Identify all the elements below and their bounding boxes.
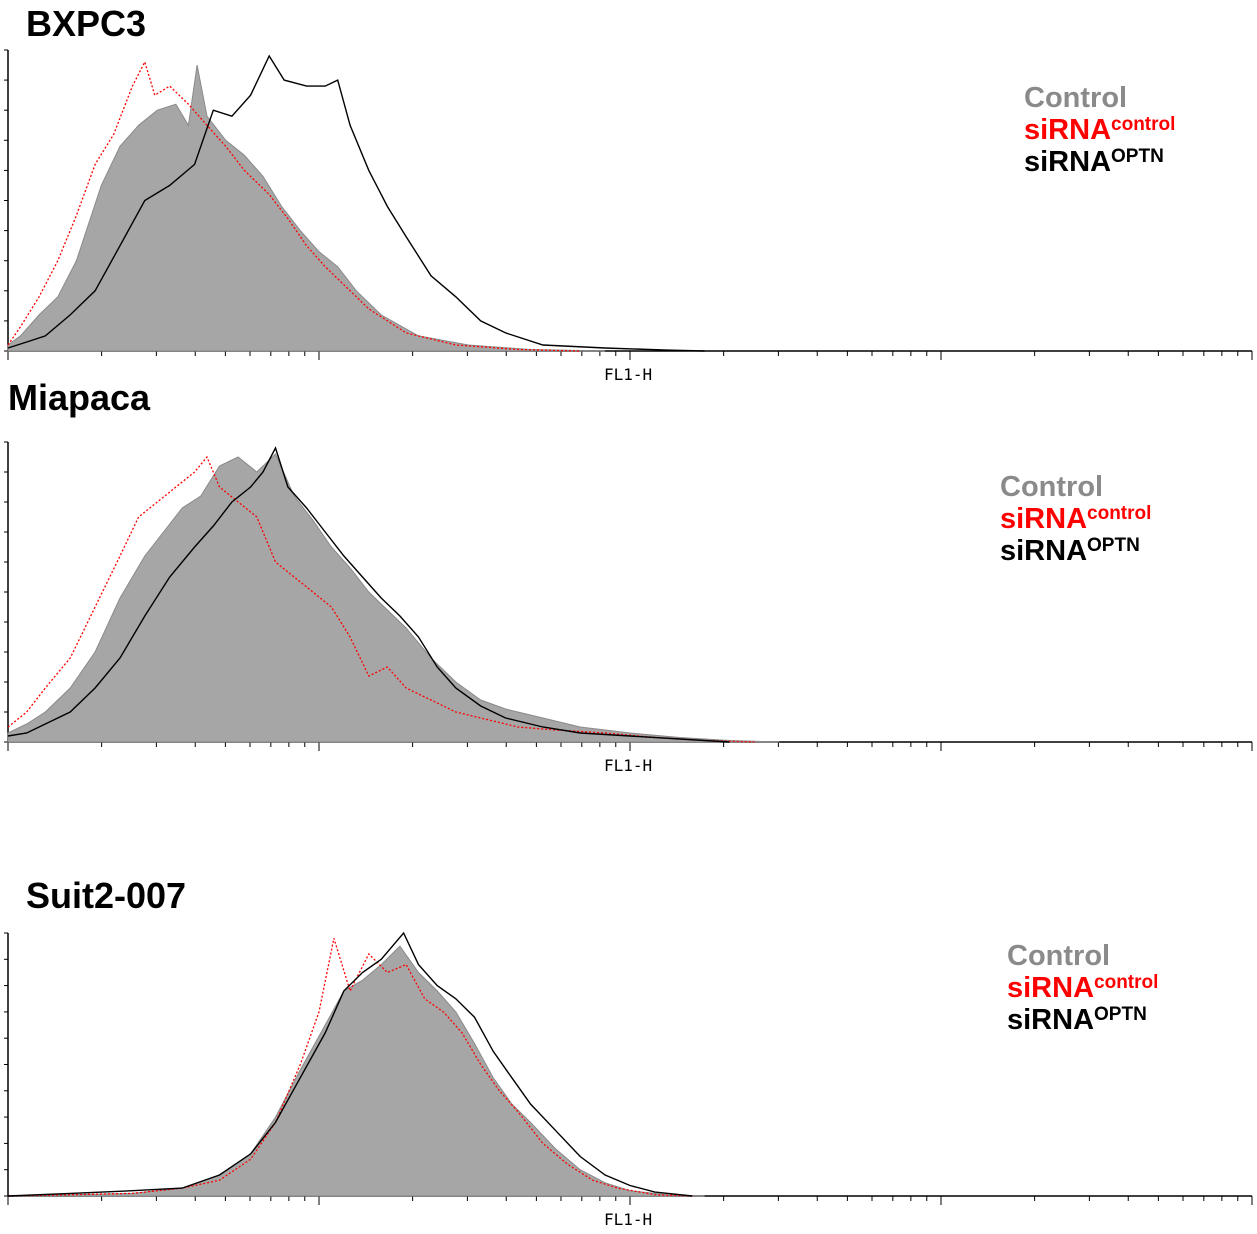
series-sirna-optn-line [7,54,705,352]
legend-entry-control: Control [1007,940,1111,972]
legend-entry-control: Control [1000,471,1104,503]
series-sirna-optn-line [7,931,693,1197]
series-control-area [7,65,606,352]
panel-title-bxpc3: BXPC3 [26,3,147,44]
legend-miapaca: Control siRNAcontrol siRNAOPTN [1000,471,1151,567]
series-sirna-control-line [7,938,693,1197]
legend-bxpc3: Control siRNAcontrol siRNAOPTN [1024,82,1175,178]
legend-entry-sirna-control: siRNAcontrol [1024,114,1176,146]
legend-entry-sirna-optn: siRNAOPTN [1000,535,1140,567]
legend-entry-sirna-optn: siRNAOPTN [1024,146,1164,178]
legend-entry-sirna-control: siRNAcontrol [1007,972,1159,1004]
series-control-area [7,945,705,1197]
series-sirna-control-line [7,455,755,743]
series-sirna-control-line [7,60,581,352]
series-sirna-optn-line [7,446,730,743]
histogram-panel-1 [4,441,1253,751]
histogram-panel-0 [4,49,1253,360]
x-axis-label-bxpc3: FL1-H [604,365,653,384]
histogram-panel-2 [4,931,1253,1205]
legend-suit2-007: Control siRNAcontrol siRNAOPTN [1007,940,1158,1036]
legend-entry-control: Control [1024,82,1128,114]
legend-entry-sirna-optn: siRNAOPTN [1007,1004,1147,1036]
panel-title-miapaca: Miapaca [8,377,151,418]
series-control-area [7,453,780,743]
legend-entry-sirna-control: siRNAcontrol [1000,503,1152,535]
panel-title-suit2-007: Suit2-007 [26,875,187,916]
x-axis-label-suit2-007: FL1-H [604,1210,653,1229]
x-axis-label-miapaca: FL1-H [604,756,653,775]
